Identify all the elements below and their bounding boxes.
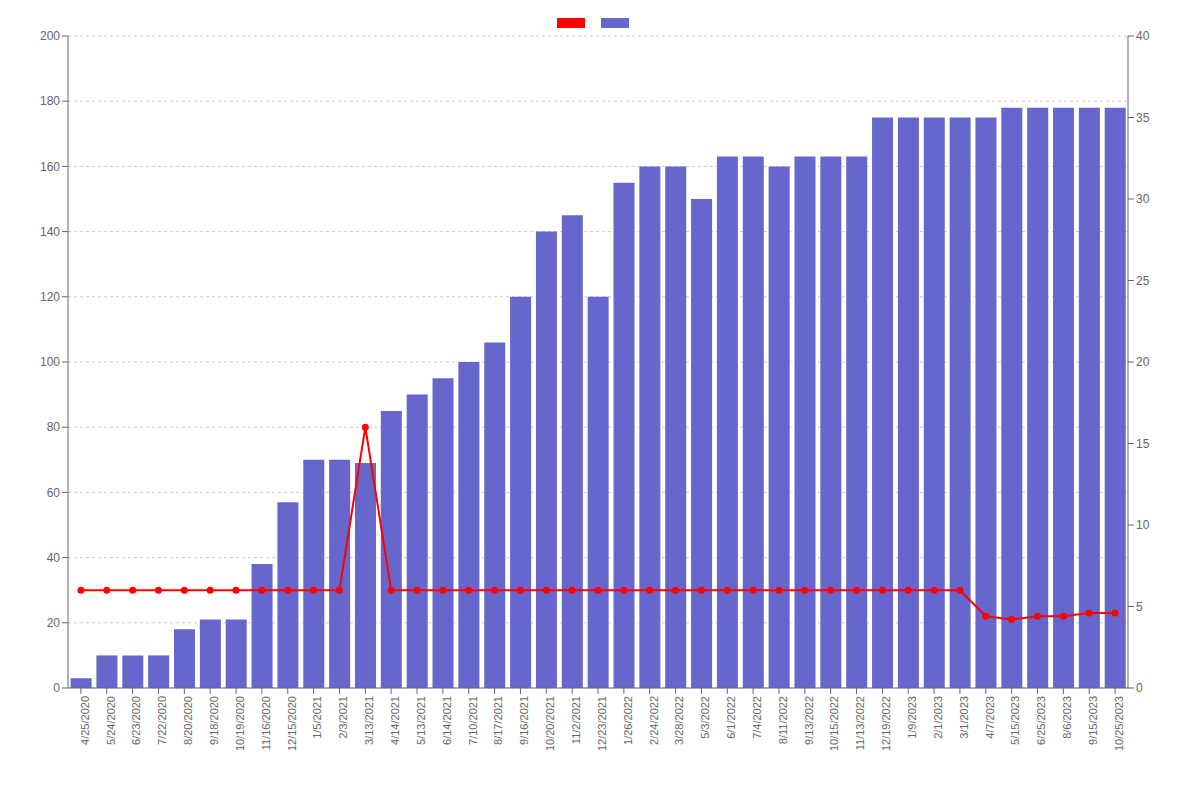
svg-text:12/19/2022: 12/19/2022 [880, 696, 892, 751]
svg-text:9/16/2021: 9/16/2021 [518, 696, 530, 745]
svg-text:11/16/2020: 11/16/2020 [260, 696, 272, 750]
svg-text:4/7/2023: 4/7/2023 [984, 696, 996, 739]
svg-text:11/13/2022: 11/13/2022 [854, 696, 866, 750]
svg-text:120: 120 [40, 290, 60, 304]
svg-text:2/3/2021: 2/3/2021 [337, 696, 349, 739]
svg-text:200: 200 [40, 29, 60, 43]
svg-text:140: 140 [40, 225, 60, 239]
svg-text:6/25/2023: 6/25/2023 [1035, 696, 1047, 745]
svg-text:8/17/2021: 8/17/2021 [492, 696, 504, 745]
svg-text:5/13/2021: 5/13/2021 [415, 696, 427, 745]
svg-text:4/14/2021: 4/14/2021 [389, 696, 401, 745]
svg-text:5/15/2023: 5/15/2023 [1009, 696, 1021, 745]
svg-text:8/6/2023: 8/6/2023 [1061, 696, 1073, 739]
svg-text:6/14/2021: 6/14/2021 [441, 696, 453, 745]
svg-text:6/1/2022: 6/1/2022 [725, 696, 737, 739]
svg-text:60: 60 [47, 486, 61, 500]
svg-text:40: 40 [47, 551, 61, 565]
svg-text:2/1/2023: 2/1/2023 [932, 696, 944, 739]
svg-text:11/2/2021: 11/2/2021 [570, 696, 582, 744]
svg-text:12/23/2021: 12/23/2021 [596, 696, 608, 751]
svg-text:1/26/2022: 1/26/2022 [622, 696, 634, 745]
svg-text:0: 0 [53, 681, 60, 695]
svg-text:7/4/2022: 7/4/2022 [751, 696, 763, 739]
svg-text:4/25/2020: 4/25/2020 [79, 696, 91, 745]
svg-text:160: 160 [40, 160, 60, 174]
svg-text:1/5/2021: 1/5/2021 [311, 696, 323, 739]
svg-text:30: 30 [1136, 192, 1150, 206]
svg-text:5: 5 [1136, 600, 1143, 614]
svg-text:80: 80 [47, 420, 61, 434]
svg-text:12/15/2020: 12/15/2020 [286, 696, 298, 751]
svg-text:3/1/2023: 3/1/2023 [958, 696, 970, 739]
svg-text:25: 25 [1136, 274, 1150, 288]
svg-text:0: 0 [1136, 681, 1143, 695]
svg-text:9/13/2022: 9/13/2022 [803, 696, 815, 745]
svg-text:180: 180 [40, 94, 60, 108]
svg-text:5/24/2020: 5/24/2020 [105, 696, 117, 745]
svg-text:8/11/2022: 8/11/2022 [777, 696, 789, 744]
svg-text:9/18/2020: 9/18/2020 [208, 696, 220, 745]
svg-text:10: 10 [1136, 518, 1150, 532]
svg-text:10/15/2022: 10/15/2022 [828, 696, 840, 751]
svg-text:3/13/2021: 3/13/2021 [363, 696, 375, 745]
svg-text:6/23/2020: 6/23/2020 [130, 696, 142, 745]
svg-text:7/22/2020: 7/22/2020 [156, 696, 168, 745]
svg-text:1/9/2023: 1/9/2023 [906, 696, 918, 739]
svg-text:10/20/2021: 10/20/2021 [544, 696, 556, 751]
svg-text:9/15/2023: 9/15/2023 [1087, 696, 1099, 745]
svg-text:10/25/2023: 10/25/2023 [1113, 696, 1125, 751]
svg-text:5/3/2022: 5/3/2022 [699, 696, 711, 739]
svg-text:20: 20 [1136, 355, 1150, 369]
svg-text:3/28/2022: 3/28/2022 [673, 696, 685, 745]
svg-text:35: 35 [1136, 111, 1150, 125]
svg-text:15: 15 [1136, 437, 1150, 451]
svg-text:40: 40 [1136, 29, 1150, 43]
svg-text:7/10/2021: 7/10/2021 [467, 696, 479, 745]
svg-text:10/19/2020: 10/19/2020 [234, 696, 246, 751]
svg-text:100: 100 [40, 355, 60, 369]
svg-text:20: 20 [47, 616, 61, 630]
svg-text:2/24/2022: 2/24/2022 [648, 696, 660, 745]
svg-text:8/20/2020: 8/20/2020 [182, 696, 194, 745]
